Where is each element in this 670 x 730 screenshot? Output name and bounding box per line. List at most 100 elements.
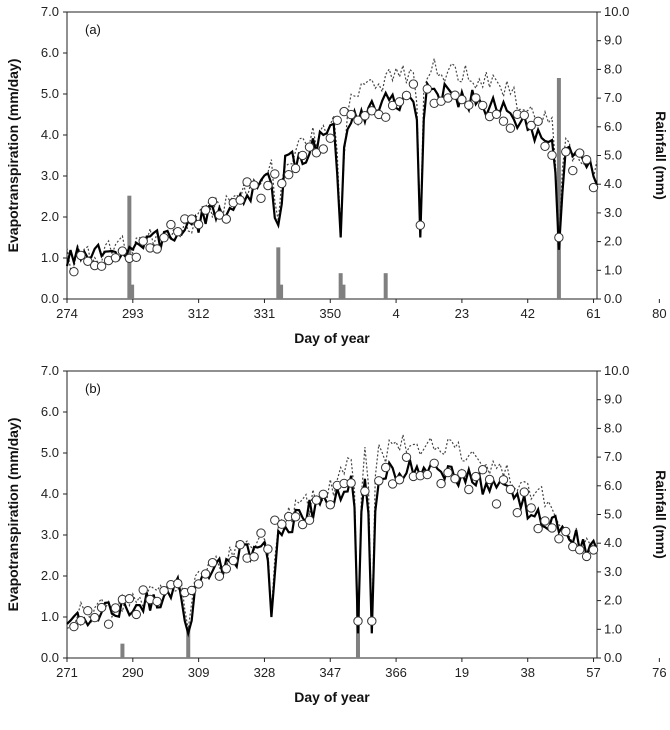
- series-point: [318, 144, 328, 154]
- series-line-dotted: [66, 434, 598, 630]
- rainfall-bar: [556, 78, 561, 299]
- series-point: [491, 499, 502, 509]
- series-point: [103, 619, 114, 629]
- series-point: [110, 253, 121, 263]
- series-point: [235, 540, 245, 550]
- series-point: [346, 109, 356, 120]
- series-point: [290, 163, 301, 174]
- y-tick-label: 4.0: [41, 127, 59, 142]
- series-point: [526, 120, 536, 131]
- series-point: [304, 515, 315, 525]
- rainfall-bar: [120, 643, 125, 658]
- series-point: [200, 205, 211, 215]
- rainfall-bar: [338, 273, 343, 299]
- y-right-tick-label: 8.0: [604, 420, 622, 435]
- series-point: [284, 170, 294, 180]
- series-point: [478, 100, 488, 111]
- series-point: [277, 178, 287, 189]
- series-point: [422, 469, 432, 480]
- series-point: [124, 594, 135, 604]
- series-point: [207, 196, 218, 207]
- series-point: [498, 475, 509, 485]
- series-point: [561, 526, 571, 537]
- y-tick-label: 7.0: [41, 4, 59, 19]
- series-point: [187, 585, 197, 596]
- series-point: [471, 93, 481, 103]
- series-point: [471, 471, 481, 482]
- x-tick-label: 290: [122, 665, 144, 680]
- series-point: [408, 79, 419, 89]
- y-right-tick-label: 7.0: [604, 90, 622, 105]
- series-point: [256, 193, 266, 204]
- series-point: [304, 142, 315, 152]
- series-point: [235, 195, 245, 205]
- series-point: [69, 621, 79, 632]
- series-point: [575, 148, 585, 158]
- series-point: [588, 182, 599, 193]
- series-point: [450, 90, 460, 100]
- series-point: [131, 609, 142, 620]
- series-point: [360, 111, 370, 121]
- rainfall-bar: [276, 247, 281, 299]
- series-point: [214, 210, 225, 220]
- series-point: [249, 180, 259, 190]
- series-point: [90, 612, 100, 623]
- series-point: [581, 155, 592, 165]
- panel-label: (a): [85, 22, 101, 37]
- panel-label: (b): [85, 381, 101, 396]
- x-tick-label: 76: [652, 665, 666, 680]
- series-point: [588, 545, 599, 555]
- series-point: [387, 479, 398, 489]
- series-point: [519, 487, 529, 497]
- x-tick-label: 19: [455, 665, 469, 680]
- series-point: [270, 515, 280, 525]
- y-right-tick-label: 0.0: [604, 650, 622, 665]
- series-point: [436, 478, 446, 489]
- series-point: [540, 141, 550, 152]
- x-tick-label: 366: [385, 665, 407, 680]
- y-right-tick-label: 2.0: [604, 593, 622, 608]
- x-tick-label: 61: [586, 306, 600, 321]
- y-tick-label: 3.0: [41, 168, 59, 183]
- y-tick-label: 0.0: [41, 291, 59, 306]
- series-point: [505, 123, 516, 133]
- series-point: [526, 503, 536, 513]
- series-point: [173, 227, 183, 237]
- y-right-tick-label: 4.0: [604, 176, 622, 191]
- series-point: [540, 516, 550, 526]
- series-point: [96, 261, 107, 271]
- series-point: [457, 94, 467, 105]
- series-point: [138, 585, 148, 595]
- y-tick-label: 2.0: [41, 568, 59, 583]
- y-right-tick-label: 4.0: [604, 535, 622, 550]
- y-right-tick-label: 3.0: [604, 205, 622, 220]
- series-point: [381, 462, 391, 473]
- y-right-tick-label: 10.0: [604, 4, 629, 19]
- series-point: [512, 508, 522, 518]
- series-point: [374, 476, 384, 486]
- y-axis-title: Evapotranspiration (mm/day): [5, 418, 21, 612]
- series-point: [381, 112, 391, 122]
- series-point: [415, 220, 425, 230]
- series-point: [83, 256, 93, 266]
- series-point: [187, 214, 197, 224]
- x-tick-label: 23: [455, 306, 469, 321]
- series-point: [228, 555, 239, 566]
- x-tick-label: 350: [319, 306, 341, 321]
- x-tick-label: 312: [188, 306, 210, 321]
- y-right-tick-label: 8.0: [604, 61, 622, 76]
- y-tick-label: 1.0: [41, 609, 59, 624]
- series-point: [263, 544, 273, 554]
- series-point: [464, 100, 474, 110]
- y-right-axis-title: Rainfall (mm): [653, 111, 669, 200]
- series-point: [429, 458, 439, 468]
- rainfall-bar: [279, 284, 284, 299]
- series-point: [290, 512, 301, 522]
- x-tick-label: 57: [586, 665, 600, 680]
- series-point: [332, 115, 342, 126]
- y-right-tick-label: 0.0: [604, 291, 622, 306]
- x-tick-label: 42: [520, 306, 534, 321]
- series-point: [325, 500, 335, 510]
- series-point: [311, 495, 322, 505]
